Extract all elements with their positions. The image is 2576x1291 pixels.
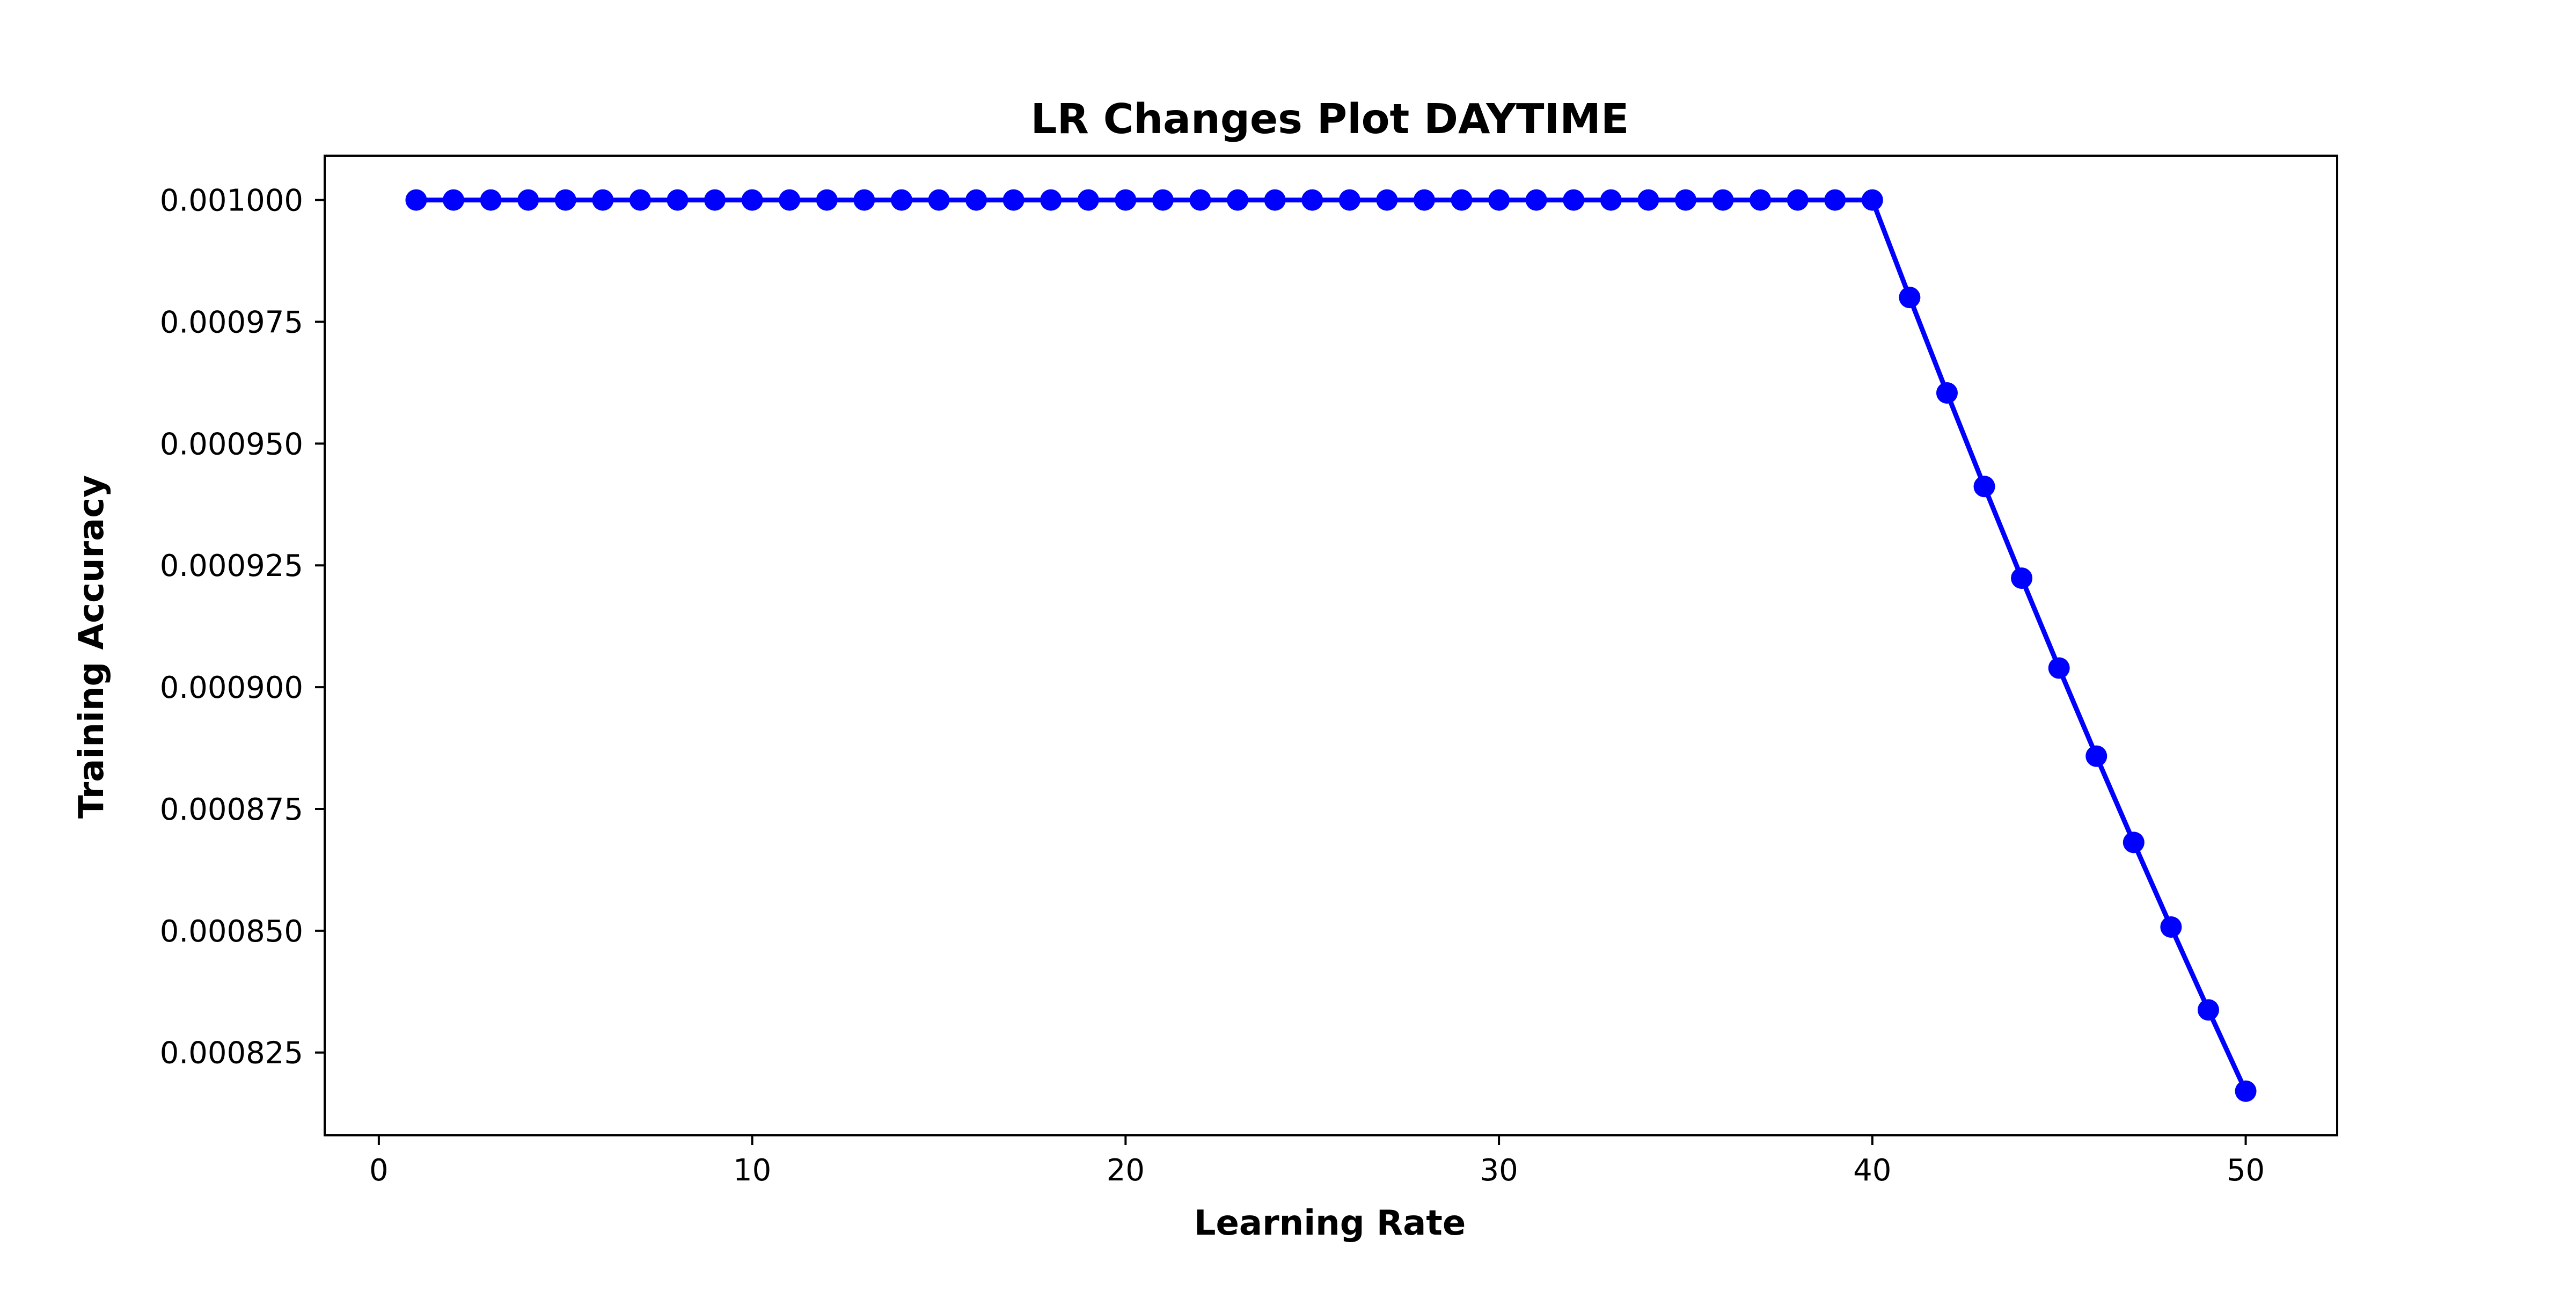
data-point bbox=[1750, 189, 1772, 211]
x-tick-label: 20 bbox=[1107, 1153, 1145, 1188]
x-axis-label: Learning Rate bbox=[1194, 1204, 1466, 1243]
data-point bbox=[1712, 189, 1734, 211]
data-point bbox=[667, 189, 689, 211]
data-point bbox=[1376, 189, 1398, 211]
data-point bbox=[1674, 189, 1696, 211]
data-point bbox=[2048, 657, 2070, 679]
data-point bbox=[2197, 999, 2219, 1021]
data-point bbox=[1301, 189, 1323, 211]
y-tick-label: 0.000925 bbox=[160, 549, 303, 583]
x-tick-label: 0 bbox=[369, 1153, 389, 1188]
data-point bbox=[1451, 189, 1473, 211]
y-tick-label: 0.001000 bbox=[160, 184, 303, 218]
data-point bbox=[1227, 189, 1249, 211]
data-point bbox=[965, 189, 987, 211]
y-tick-label: 0.000950 bbox=[160, 427, 303, 462]
data-point bbox=[629, 189, 651, 211]
plot-area: 0 10 20 30 40 50 0.000825 0.000850 0.000875 0.000… bbox=[160, 155, 2338, 1188]
data-point bbox=[1413, 189, 1435, 211]
data-point bbox=[1563, 189, 1585, 211]
data-point bbox=[741, 189, 763, 211]
data-point bbox=[1637, 189, 1659, 211]
data-point bbox=[928, 189, 950, 211]
y-tick-label: 0.000850 bbox=[160, 914, 303, 949]
data-point bbox=[1152, 189, 1174, 211]
data-point bbox=[2160, 916, 2182, 938]
data-point bbox=[816, 189, 838, 211]
data-point bbox=[1824, 189, 1846, 211]
y-tick-label: 0.000825 bbox=[160, 1036, 303, 1071]
data-point bbox=[1488, 189, 1510, 211]
data-point bbox=[1973, 476, 1995, 498]
data-point bbox=[1040, 189, 1062, 211]
chart-title: LR Changes Plot DAYTIME bbox=[1031, 96, 1629, 143]
y-tick-label: 0.000900 bbox=[160, 670, 303, 705]
data-point bbox=[2011, 567, 2033, 589]
data-point bbox=[1861, 189, 1883, 211]
x-tick-label: 50 bbox=[2227, 1153, 2265, 1188]
data-point bbox=[1600, 189, 1622, 211]
y-tick-label: 0.000875 bbox=[160, 792, 303, 827]
y-tick-label: 0.000975 bbox=[160, 305, 303, 340]
data-point bbox=[1077, 189, 1099, 211]
data-point bbox=[480, 189, 502, 211]
data-point bbox=[1264, 189, 1286, 211]
data-point bbox=[1787, 189, 1809, 211]
x-tick-label: 10 bbox=[733, 1153, 771, 1188]
data-point bbox=[853, 189, 875, 211]
data-point bbox=[2123, 832, 2145, 854]
x-tick-label: 30 bbox=[1480, 1153, 1518, 1188]
data-point bbox=[1002, 189, 1024, 211]
data-point bbox=[517, 189, 539, 211]
data-point bbox=[1338, 189, 1360, 211]
data-point bbox=[2235, 1080, 2257, 1102]
data-point bbox=[554, 189, 576, 211]
data-point bbox=[592, 189, 614, 211]
data-point bbox=[443, 189, 465, 211]
data-point bbox=[1189, 189, 1211, 211]
data-point bbox=[1899, 287, 1921, 309]
data-point bbox=[1936, 382, 1958, 404]
plot-frame bbox=[324, 155, 2338, 1136]
x-tick-label: 40 bbox=[1853, 1153, 1891, 1188]
data-point bbox=[779, 189, 801, 211]
data-point bbox=[405, 189, 427, 211]
y-axis-label: Training Accuracy bbox=[72, 475, 112, 819]
data-point bbox=[1525, 189, 1547, 211]
data-point bbox=[704, 189, 726, 211]
data-point bbox=[2085, 745, 2107, 767]
data-point bbox=[1115, 189, 1137, 211]
data-point bbox=[890, 189, 912, 211]
